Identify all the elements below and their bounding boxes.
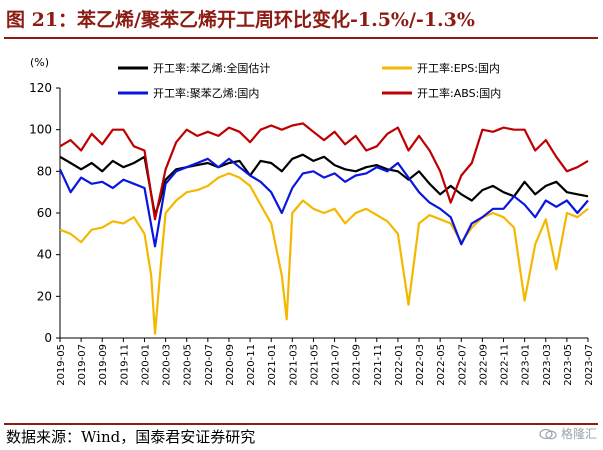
x-tick-label: 2023-05 <box>563 344 574 386</box>
x-tick-label: 2022-07 <box>457 344 468 386</box>
x-tick-label: 2023-07 <box>584 344 595 386</box>
y-tick-label: 0 <box>44 331 52 345</box>
y-tick-label: 100 <box>29 123 52 137</box>
x-tick-label: 2021-03 <box>288 344 299 386</box>
figure-title: 图 21：苯乙烯/聚苯乙烯开工周环比变化-1.5%/-1.3% <box>6 9 475 31</box>
x-tick-label: 2020-07 <box>204 344 215 386</box>
x-tick-label: 2020-11 <box>246 344 257 386</box>
y-tick-label: 120 <box>29 81 52 95</box>
legend-label: 开工率:ABS:国内 <box>417 86 501 100</box>
watermark-text: 格隆汇 <box>560 427 597 441</box>
source-rule <box>4 423 598 425</box>
x-tick-label: 2021-07 <box>331 344 342 386</box>
legend-label: 开工率:苯乙烯:全国估计 <box>153 61 270 75</box>
x-tick-label: 2020-09 <box>225 344 236 386</box>
x-tick-label: 2022-09 <box>478 344 489 386</box>
x-tick-label: 2019-07 <box>77 344 88 386</box>
x-tick-label: 2019-09 <box>98 344 109 386</box>
y-tick-label: 20 <box>37 289 52 303</box>
x-tick-label: 2021-11 <box>373 344 384 386</box>
x-tick-label: 2022-05 <box>436 344 447 386</box>
legend-label: 开工率:聚苯乙烯:国内 <box>153 86 259 100</box>
y-unit-label: (%) <box>30 56 49 69</box>
watermark: 格隆汇 <box>539 420 597 448</box>
x-tick-label: 2023-03 <box>542 344 553 386</box>
source-note: 数据来源：Wind，国泰君安证券研究 <box>6 428 256 446</box>
line-chart: (%) 0 20 40 60 80 100 120 2019-05 2019-07 2019-09 2… <box>29 56 595 386</box>
x-tick-label: 2019-11 <box>119 344 130 386</box>
x-tick-label: 2021-01 <box>267 344 278 386</box>
x-tick-label: 2020-05 <box>183 344 194 386</box>
x-tick-label: 2019-05 <box>56 344 67 386</box>
legend-label: 开工率:EPS:国内 <box>417 61 500 75</box>
series-line-3 <box>59 157 589 248</box>
title-rule <box>4 37 598 39</box>
wechat-icon <box>539 428 557 440</box>
x-tick-label: 2020-03 <box>162 344 173 386</box>
series-line-4 <box>59 122 589 221</box>
x-tick-label: 2020-01 <box>140 344 151 386</box>
x-tick-label: 2023-01 <box>521 344 532 386</box>
x-tick-label: 2022-03 <box>415 344 426 386</box>
y-tick-label: 60 <box>37 206 52 220</box>
x-tick-label: 2022-11 <box>500 344 511 386</box>
y-tick-label: 80 <box>37 164 52 178</box>
y-tick-label: 40 <box>37 248 52 262</box>
x-tick-label: 2021-09 <box>352 344 363 386</box>
series-line-2 <box>59 172 589 335</box>
x-tick-label: 2021-05 <box>309 344 320 386</box>
x-tick-label: 2022-01 <box>394 344 405 386</box>
